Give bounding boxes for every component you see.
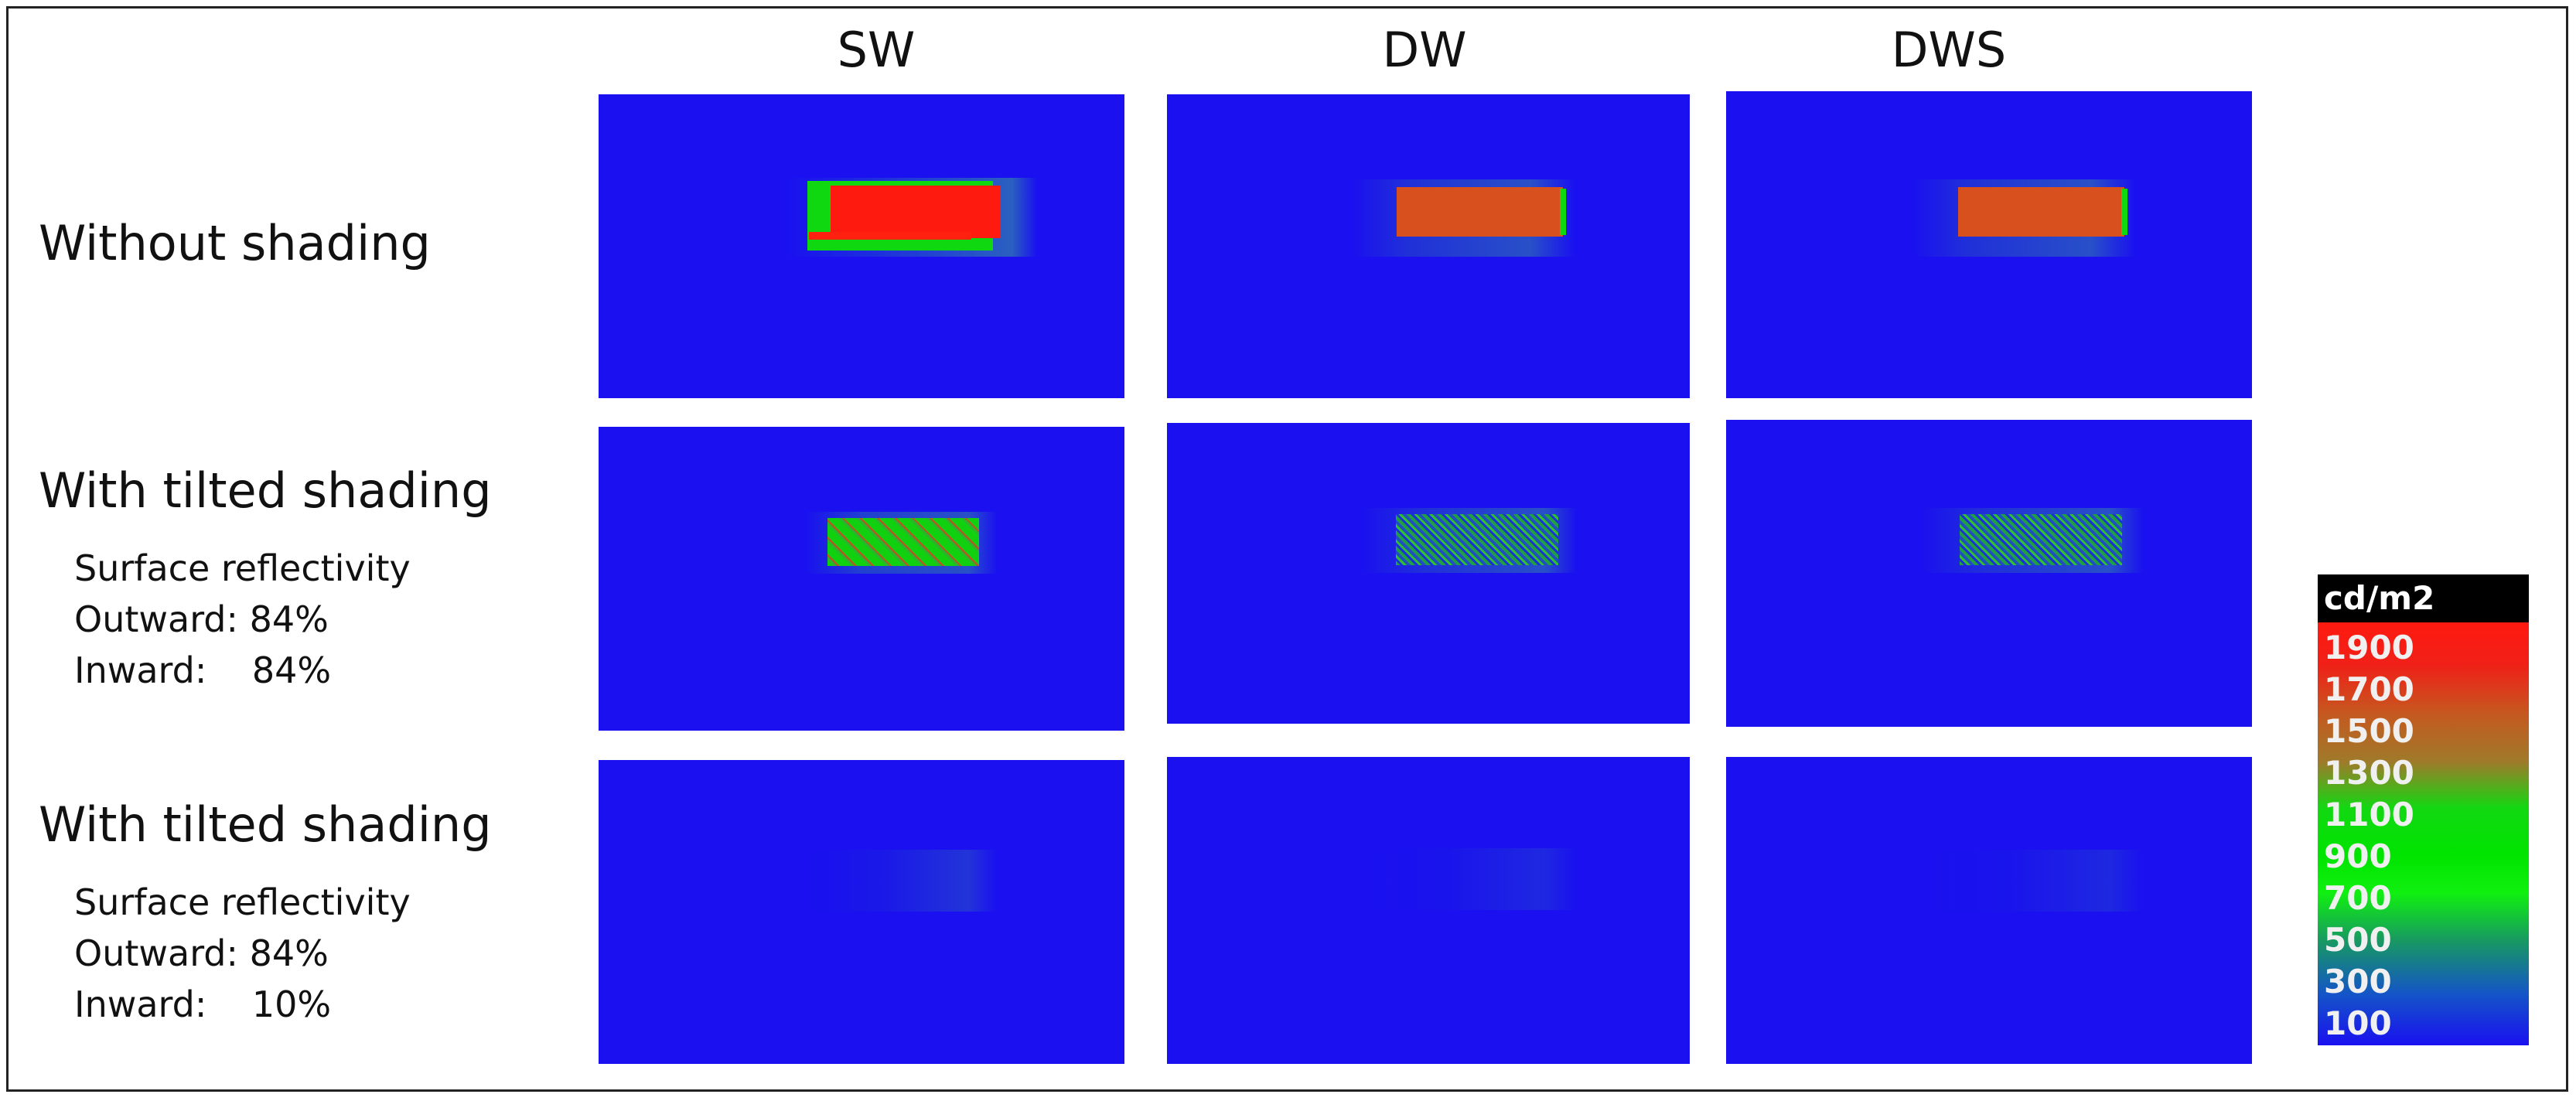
panel-dw-tilted-shading-84	[1167, 423, 1690, 724]
window-luminance-high	[1958, 187, 2124, 237]
column-header-sw: SW	[837, 22, 916, 78]
panel-sw-tilted-shading-10	[599, 760, 1124, 1064]
legend-tick: 500	[2324, 921, 2392, 959]
panel-sw-tilted-shading-84	[599, 427, 1124, 731]
legend-tick: 700	[2324, 879, 2392, 917]
row2-reflectivity-label: Surface reflectivity	[74, 547, 411, 589]
row-title-tilted-shading-1: With tilted shading	[39, 462, 492, 519]
legend-tick: 900	[2324, 837, 2392, 875]
window-sill-red	[809, 232, 971, 240]
window-luminance-high	[1397, 187, 1563, 237]
row3-inward-value: Inward: 10%	[74, 983, 332, 1025]
window-green-edge	[1560, 189, 1566, 235]
window-scattered-green	[827, 518, 979, 566]
window-recess	[1919, 850, 2144, 912]
window-scattered-green	[1396, 514, 1558, 565]
window-recess	[1360, 848, 1577, 910]
window-recess	[804, 850, 998, 912]
window-green-edge	[2121, 189, 2127, 235]
panel-dw-without-shading	[1167, 94, 1690, 398]
legend-tick: 1900	[2324, 629, 2414, 666]
legend-unit: cd/m2	[2318, 574, 2529, 622]
legend-tick: 1100	[2324, 796, 2414, 833]
panel-dws-tilted-shading-84	[1726, 420, 2252, 727]
panel-dw-tilted-shading-10	[1167, 757, 1690, 1064]
row-title-tilted-shading-2: With tilted shading	[39, 796, 492, 853]
column-header-dws: DWS	[1891, 22, 2007, 78]
figure-frame	[6, 6, 2568, 1092]
legend-gradient-bar	[2318, 622, 2529, 1045]
window-scattered-green	[1960, 514, 2122, 565]
color-scale-legend: cd/m2 1900 1700 1500 1300 1100 900 700 5…	[2318, 574, 2529, 1045]
panel-dws-tilted-shading-10	[1726, 757, 2252, 1064]
legend-tick: 1300	[2324, 754, 2414, 792]
row3-outward-value: Outward: 84%	[74, 932, 329, 974]
row2-outward-value: Outward: 84%	[74, 598, 329, 640]
panel-dws-without-shading	[1726, 91, 2252, 398]
column-header-dw: DW	[1382, 22, 1467, 78]
legend-tick: 300	[2324, 963, 2392, 1000]
row3-reflectivity-label: Surface reflectivity	[74, 881, 411, 923]
row2-inward-value: Inward: 84%	[74, 649, 332, 691]
legend-tick: 100	[2324, 1004, 2392, 1042]
legend-tick: 1700	[2324, 670, 2414, 708]
window-luminance-high	[831, 186, 1001, 238]
panel-sw-without-shading	[599, 94, 1124, 398]
row-title-without-shading: Without shading	[39, 215, 431, 271]
legend-tick: 1500	[2324, 712, 2414, 750]
